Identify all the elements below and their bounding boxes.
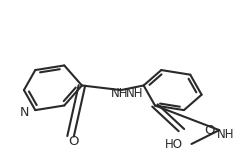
Text: HO: HO <box>165 138 183 151</box>
Text: NH: NH <box>126 87 144 100</box>
Text: NH: NH <box>111 87 129 100</box>
Text: N: N <box>19 106 29 119</box>
Text: NH: NH <box>217 128 234 141</box>
Text: O: O <box>69 135 79 148</box>
Text: O: O <box>204 124 214 137</box>
